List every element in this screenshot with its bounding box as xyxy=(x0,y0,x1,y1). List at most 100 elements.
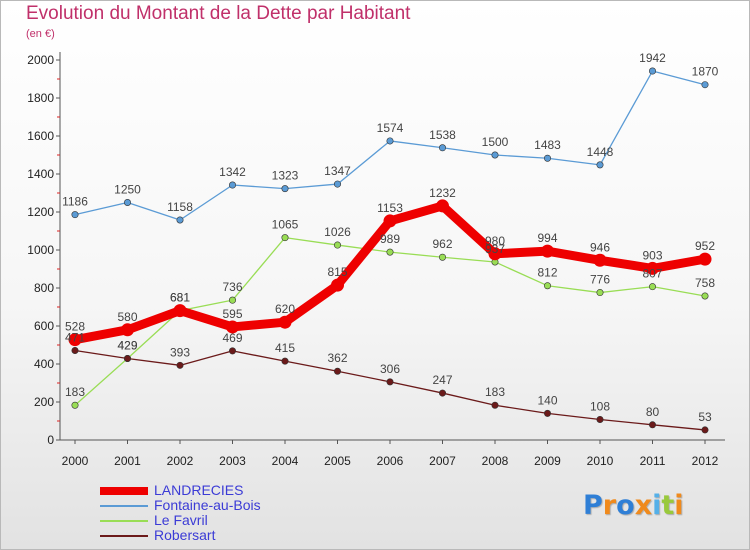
legend-swatch xyxy=(100,534,148,537)
data-point xyxy=(333,180,341,188)
x-tick-label: 2001 xyxy=(114,454,141,468)
data-point xyxy=(543,154,551,162)
y-tick-label: 1400 xyxy=(27,167,54,181)
legend-label: LANDRECIES xyxy=(154,482,244,498)
x-tick-label: 2012 xyxy=(692,454,719,468)
data-label: 962 xyxy=(432,237,452,251)
data-point xyxy=(124,354,132,362)
y-tick-label: 0 xyxy=(47,433,54,447)
x-tick-label: 2010 xyxy=(587,454,614,468)
data-label: 1323 xyxy=(272,169,299,183)
data-label: 1026 xyxy=(324,225,351,239)
data-point xyxy=(121,323,134,337)
data-point xyxy=(281,357,289,365)
data-label: 807 xyxy=(642,267,662,281)
data-label: 580 xyxy=(117,310,137,324)
data-point xyxy=(648,283,656,291)
data-label: 1538 xyxy=(429,128,456,142)
data-label: 952 xyxy=(695,239,715,253)
data-label: 681 xyxy=(170,291,190,305)
data-point xyxy=(71,401,79,409)
data-point xyxy=(701,292,709,300)
data-point xyxy=(281,185,289,193)
x-tick-label: 2003 xyxy=(219,454,246,468)
legend-label: Fontaine-au-Bois xyxy=(154,497,261,513)
x-tick-label: 2007 xyxy=(429,454,456,468)
data-label: 989 xyxy=(380,232,400,246)
data-label: 1232 xyxy=(429,186,456,200)
data-label: 595 xyxy=(222,307,242,321)
data-label: 1153 xyxy=(377,201,403,215)
data-point xyxy=(541,244,554,258)
data-label: 946 xyxy=(590,240,610,254)
chart-subtitle: (en €) xyxy=(26,28,55,40)
data-label: 429 xyxy=(117,338,137,352)
data-label: 247 xyxy=(432,373,452,387)
data-label: 80 xyxy=(646,405,660,419)
legend-label: Robersart xyxy=(154,527,216,543)
data-label: 1186 xyxy=(62,195,88,209)
data-label: 471 xyxy=(65,331,85,345)
data-label: 758 xyxy=(695,276,715,290)
data-label: 812 xyxy=(537,266,557,280)
data-point xyxy=(438,253,446,261)
series-fontaine-au-bois xyxy=(71,67,709,224)
chart-title: Evolution du Montant de la Dette par Hab… xyxy=(26,3,411,24)
data-point xyxy=(436,199,449,213)
x-tick-label: 2004 xyxy=(272,454,299,468)
data-label: 528 xyxy=(65,320,85,334)
data-point xyxy=(386,248,394,256)
data-label: 815 xyxy=(327,265,347,279)
series-layer xyxy=(68,67,712,434)
x-tick-label: 2011 xyxy=(640,454,666,468)
y-tick-label: 800 xyxy=(34,281,54,295)
data-point xyxy=(596,161,604,169)
data-point xyxy=(491,151,499,159)
x-tick-label: 2000 xyxy=(62,454,89,468)
data-label: 994 xyxy=(537,231,557,245)
y-tick-label: 200 xyxy=(34,395,54,409)
data-point xyxy=(278,315,292,329)
data-point xyxy=(596,415,604,423)
data-point xyxy=(331,278,344,292)
data-point xyxy=(383,214,397,228)
data-label: 736 xyxy=(222,280,242,294)
data-point xyxy=(173,304,187,318)
data-label: 1065 xyxy=(272,218,299,232)
data-point xyxy=(648,67,656,75)
data-label: 903 xyxy=(642,248,662,262)
proxiti-logo: Proxiti xyxy=(583,490,684,521)
data-label: 1250 xyxy=(114,183,141,197)
data-point xyxy=(543,282,551,290)
data-point xyxy=(438,144,446,152)
data-point xyxy=(488,247,502,261)
y-tick-label: 1000 xyxy=(27,243,54,257)
data-label: 937 xyxy=(485,242,505,256)
series-robersart xyxy=(71,347,709,434)
data-point xyxy=(176,361,184,369)
data-point xyxy=(333,367,341,375)
data-point xyxy=(333,241,341,249)
data-label: 620 xyxy=(275,302,295,316)
data-point xyxy=(229,181,237,189)
data-point xyxy=(646,261,659,275)
data-point xyxy=(71,347,79,355)
data-label: 183 xyxy=(65,385,85,399)
legend-label: Le Favril xyxy=(154,512,208,528)
data-point xyxy=(596,289,604,297)
x-tick-label: 2008 xyxy=(482,454,509,468)
axes: 0 200 400 600 800 1000 1200 1400 1600 1800 2000 200… xyxy=(27,52,725,468)
y-tick-label: 2000 xyxy=(27,53,54,67)
data-label: 1942 xyxy=(639,51,666,65)
data-labels-layer: 528 580 681 595 620 815 1153 1232 980 994 946 903 95… xyxy=(62,51,719,424)
series-landrecies xyxy=(68,199,712,347)
data-point xyxy=(71,211,79,219)
data-label: 681 xyxy=(170,291,190,305)
data-label: 1158 xyxy=(167,200,193,214)
data-label: 306 xyxy=(380,362,400,376)
x-tick-label: 2002 xyxy=(167,454,194,468)
data-point xyxy=(698,252,712,266)
data-label: 140 xyxy=(537,393,557,407)
data-point xyxy=(438,389,446,397)
data-point xyxy=(386,378,394,386)
